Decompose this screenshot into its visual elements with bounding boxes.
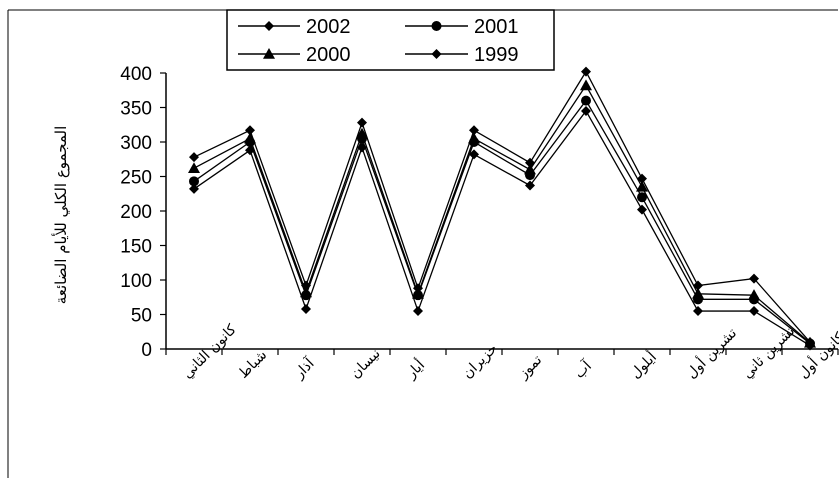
data-point-2002 <box>749 273 759 284</box>
data-point-2002 <box>245 125 255 136</box>
legend-marker <box>431 49 442 59</box>
legend-marker <box>264 21 274 31</box>
data-point-1999 <box>749 306 759 317</box>
series-2002 <box>189 66 815 348</box>
y-tick-label: 100 <box>120 271 152 292</box>
data-point-2001 <box>581 95 591 106</box>
data-point-2002 <box>469 125 479 136</box>
data-point-2000 <box>524 163 536 175</box>
data-point-1999 <box>805 340 815 351</box>
legend-label: 2002 <box>306 16 351 38</box>
y-tick-label: 50 <box>131 306 152 327</box>
legend: 2002 2001 2000 1999 <box>226 9 555 71</box>
x-tick-label: أيار <box>401 356 428 383</box>
data-point-1999 <box>637 204 647 215</box>
x-tick-label: كانون الثاني <box>180 321 240 381</box>
x-tick-label: آب <box>571 357 596 382</box>
legend-label: 2000 <box>306 44 351 66</box>
data-point-1999 <box>469 149 479 160</box>
legend-marker <box>431 21 442 31</box>
data-point-2000 <box>412 287 424 299</box>
data-point-2001 <box>189 176 199 187</box>
x-tick-label: حزيران <box>460 341 501 382</box>
y-axis-title: المجموع الكلي للأيام الضائعة <box>51 126 71 305</box>
series-2000 <box>188 79 816 348</box>
y-tick-label: 0 <box>141 340 152 361</box>
data-point-2002 <box>189 152 199 163</box>
data-point-2000 <box>692 287 704 299</box>
y-axis-ticks: 0 50 100 150 200 250 300 350 400 <box>120 64 166 361</box>
x-tick-label: أيلول <box>626 348 660 382</box>
data-point-1999 <box>301 303 311 314</box>
data-point-2000 <box>580 79 592 91</box>
data-point-1999 <box>245 145 255 156</box>
y-tick-label: 250 <box>120 168 152 189</box>
y-tick-label: 350 <box>120 99 152 120</box>
data-point-2000 <box>300 286 312 298</box>
legend-item-2002: 2002 <box>238 16 351 38</box>
series-line-2002 <box>193 70 811 343</box>
y-tick-label: 300 <box>120 133 152 154</box>
x-tick-label: تشرين أول <box>682 324 740 382</box>
series-line-2001 <box>193 99 811 344</box>
data-point-1999 <box>525 180 535 191</box>
legend-label: 1999 <box>474 44 519 66</box>
data-point-2000 <box>636 180 648 192</box>
data-point-1999 <box>357 142 367 153</box>
x-tick-label: آذار <box>290 354 318 382</box>
data-point-2002 <box>581 66 591 77</box>
data-point-1999 <box>581 105 591 116</box>
series-line-1999 <box>193 109 811 347</box>
data-point-2001 <box>637 192 647 203</box>
data-point-2000 <box>356 127 368 139</box>
y-tick-label: 150 <box>120 237 152 258</box>
x-tick-label: شباط <box>236 347 271 382</box>
data-point-2000 <box>244 132 256 144</box>
data-point-1999 <box>413 306 423 317</box>
data-point-2000 <box>468 132 480 144</box>
x-tick-label: تشرين ثاني <box>740 323 799 382</box>
data-point-1999 <box>189 183 199 194</box>
data-point-2000 <box>188 162 200 174</box>
series-group <box>188 66 816 351</box>
series-line-2000 <box>193 84 811 344</box>
data-point-1999 <box>693 306 703 317</box>
legend-item-2000: 2000 <box>238 44 351 66</box>
series-1999 <box>189 105 815 351</box>
legend-label: 2001 <box>474 16 519 38</box>
y-tick-label: 400 <box>120 64 152 85</box>
data-point-2000 <box>748 289 760 300</box>
data-point-2002 <box>357 117 367 128</box>
x-tick-label: تموز <box>515 352 545 382</box>
legend-item-2001: 2001 <box>405 16 519 38</box>
axes <box>165 73 838 350</box>
legend-marker <box>263 48 275 59</box>
legend-box <box>226 9 555 71</box>
legend-item-1999: 1999 <box>405 44 519 66</box>
x-tick-label: نيسان <box>348 346 384 382</box>
y-tick-label: 200 <box>120 202 152 223</box>
